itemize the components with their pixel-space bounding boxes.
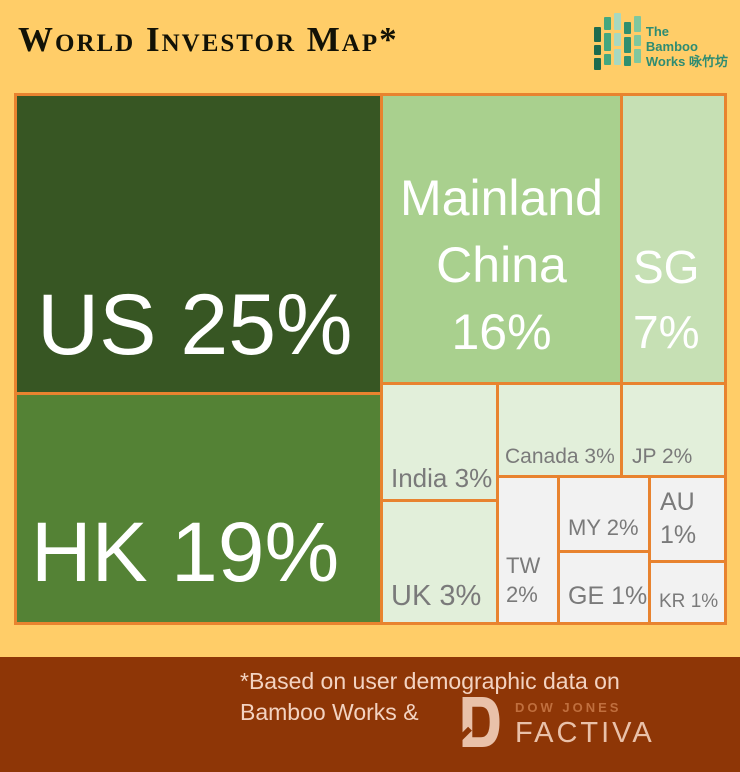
footer: *Based on user demographic data on Bambo… xyxy=(0,657,740,772)
cell-text: JP 2% xyxy=(632,444,693,468)
cell-pct: 7% xyxy=(633,305,700,358)
logo-line-1: The xyxy=(645,24,670,39)
cell-pct: 16% xyxy=(451,304,552,360)
cell-text: GE 1% xyxy=(568,583,647,609)
cell-text: Canada 3% xyxy=(505,444,615,468)
cell-pct: 1% xyxy=(660,520,697,549)
treemap-cell-au: AU 1% xyxy=(651,478,724,560)
cell-text: MY 2% xyxy=(568,516,639,539)
treemap-cell-kr: KR 1% xyxy=(651,563,724,622)
treemap-cell-mainland-china: Mainland China 16% xyxy=(383,96,620,382)
cell-pct: 1% xyxy=(690,591,719,613)
cell-label: SG xyxy=(633,241,700,294)
treemap-cell-hk: HK 19% xyxy=(17,395,380,622)
treemap-cell-jp: JP 2% xyxy=(623,385,724,475)
cell-pct: 2% xyxy=(661,444,693,468)
treemap-cell-tw: TW 2% xyxy=(499,478,557,622)
cell-label: US xyxy=(37,276,157,373)
treemap-cell-sg: SG 7% xyxy=(623,96,724,382)
cell-label: KR xyxy=(659,591,686,613)
treemap-cell-india: India 3% xyxy=(383,385,496,499)
cell-label: UK xyxy=(391,579,432,612)
cell-label: GE xyxy=(568,581,605,610)
dow-jones-text: DOW JONES xyxy=(515,700,622,715)
cell-label: TW xyxy=(506,552,541,578)
cell-pct: 2% xyxy=(606,514,639,540)
treemap-chart: US 25% HK 19% Mainland China 16% SG 7% I… xyxy=(14,93,727,625)
cell-label: Mainland China xyxy=(400,170,603,293)
source-note: *Based on user demographic data on Bambo… xyxy=(240,666,620,728)
factiva-d-icon xyxy=(454,697,500,752)
cell-label: JP xyxy=(632,444,657,468)
cell-label: India xyxy=(391,462,448,493)
cell-text: KR 1% xyxy=(659,592,718,612)
cell-text: US 25% xyxy=(37,280,353,370)
cell-pct: 2% xyxy=(506,582,538,608)
cell-text: UK 3% xyxy=(391,579,482,612)
cell-text: HK 19% xyxy=(31,508,339,596)
cell-pct: 1% xyxy=(611,581,648,610)
cell-label: AU xyxy=(660,488,695,516)
cell-label: HK xyxy=(31,504,148,599)
factiva-text: FACTIVA xyxy=(515,717,655,749)
factiva-wordmark: DOW JONES FACTIVA xyxy=(515,697,655,752)
cell-pct: 3% xyxy=(439,579,482,612)
logo-line-2: Bamboo xyxy=(645,39,698,54)
bamboo-works-logo: The Bamboo Works 咏竹坊 xyxy=(593,13,728,70)
bamboo-stalks-icon xyxy=(593,13,641,70)
cell-label: Canada xyxy=(505,444,579,468)
cell-text: India 3% xyxy=(391,462,493,493)
cell-label: MY xyxy=(568,514,601,540)
source-note-line-1: *Based on user demographic data on xyxy=(240,668,620,694)
treemap-cell-us: US 25% xyxy=(17,96,380,392)
bamboo-works-wordmark: The Bamboo Works 咏竹坊 xyxy=(646,24,728,69)
page-title: World Investor Map* xyxy=(18,20,399,59)
treemap-cell-ge: GE 1% xyxy=(560,553,648,622)
treemap-cell-canada: Canada 3% xyxy=(499,385,620,475)
source-note-line-2: Bamboo Works & xyxy=(240,699,419,725)
treemap-cell-uk: UK 3% xyxy=(383,502,496,622)
cell-pct: 3% xyxy=(454,462,493,493)
cell-pct: 19% xyxy=(171,504,340,599)
logo-line-3: Works 咏竹坊 xyxy=(645,54,728,69)
treemap-cell-my: MY 2% xyxy=(560,478,648,550)
cell-pct: 25% xyxy=(180,276,353,373)
factiva-logo: DOW JONES FACTIVA xyxy=(454,697,655,752)
cell-pct: 3% xyxy=(584,444,615,468)
